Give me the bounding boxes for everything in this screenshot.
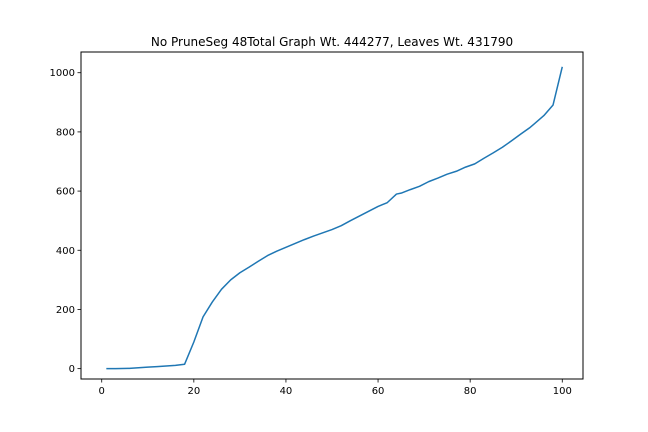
y-tick-label: 600 xyxy=(56,187,75,198)
plot-frame xyxy=(80,51,584,380)
y-tick-label: 200 xyxy=(56,305,75,316)
x-tick-label: 0 xyxy=(99,386,105,397)
y-tick-label: 1000 xyxy=(50,68,75,79)
x-tick-label: 40 xyxy=(280,386,293,397)
y-axis: 0 200 400 600 800 1000 xyxy=(50,68,81,375)
y-tick-label: 800 xyxy=(56,127,75,138)
x-tick-label: 20 xyxy=(187,386,200,397)
y-tick-label: 400 xyxy=(56,246,75,257)
x-axis: 0 20 40 60 80 100 xyxy=(99,379,572,397)
x-tick-label: 60 xyxy=(372,386,385,397)
x-tick-label: 80 xyxy=(464,386,477,397)
series-layer xyxy=(106,66,564,370)
series-line-0 xyxy=(106,66,564,370)
x-tick-label: 100 xyxy=(553,386,572,397)
y-tick-label: 0 xyxy=(69,364,75,375)
chart-title: No PruneSeg 48Total Graph Wt. 444277, Le… xyxy=(151,35,513,49)
